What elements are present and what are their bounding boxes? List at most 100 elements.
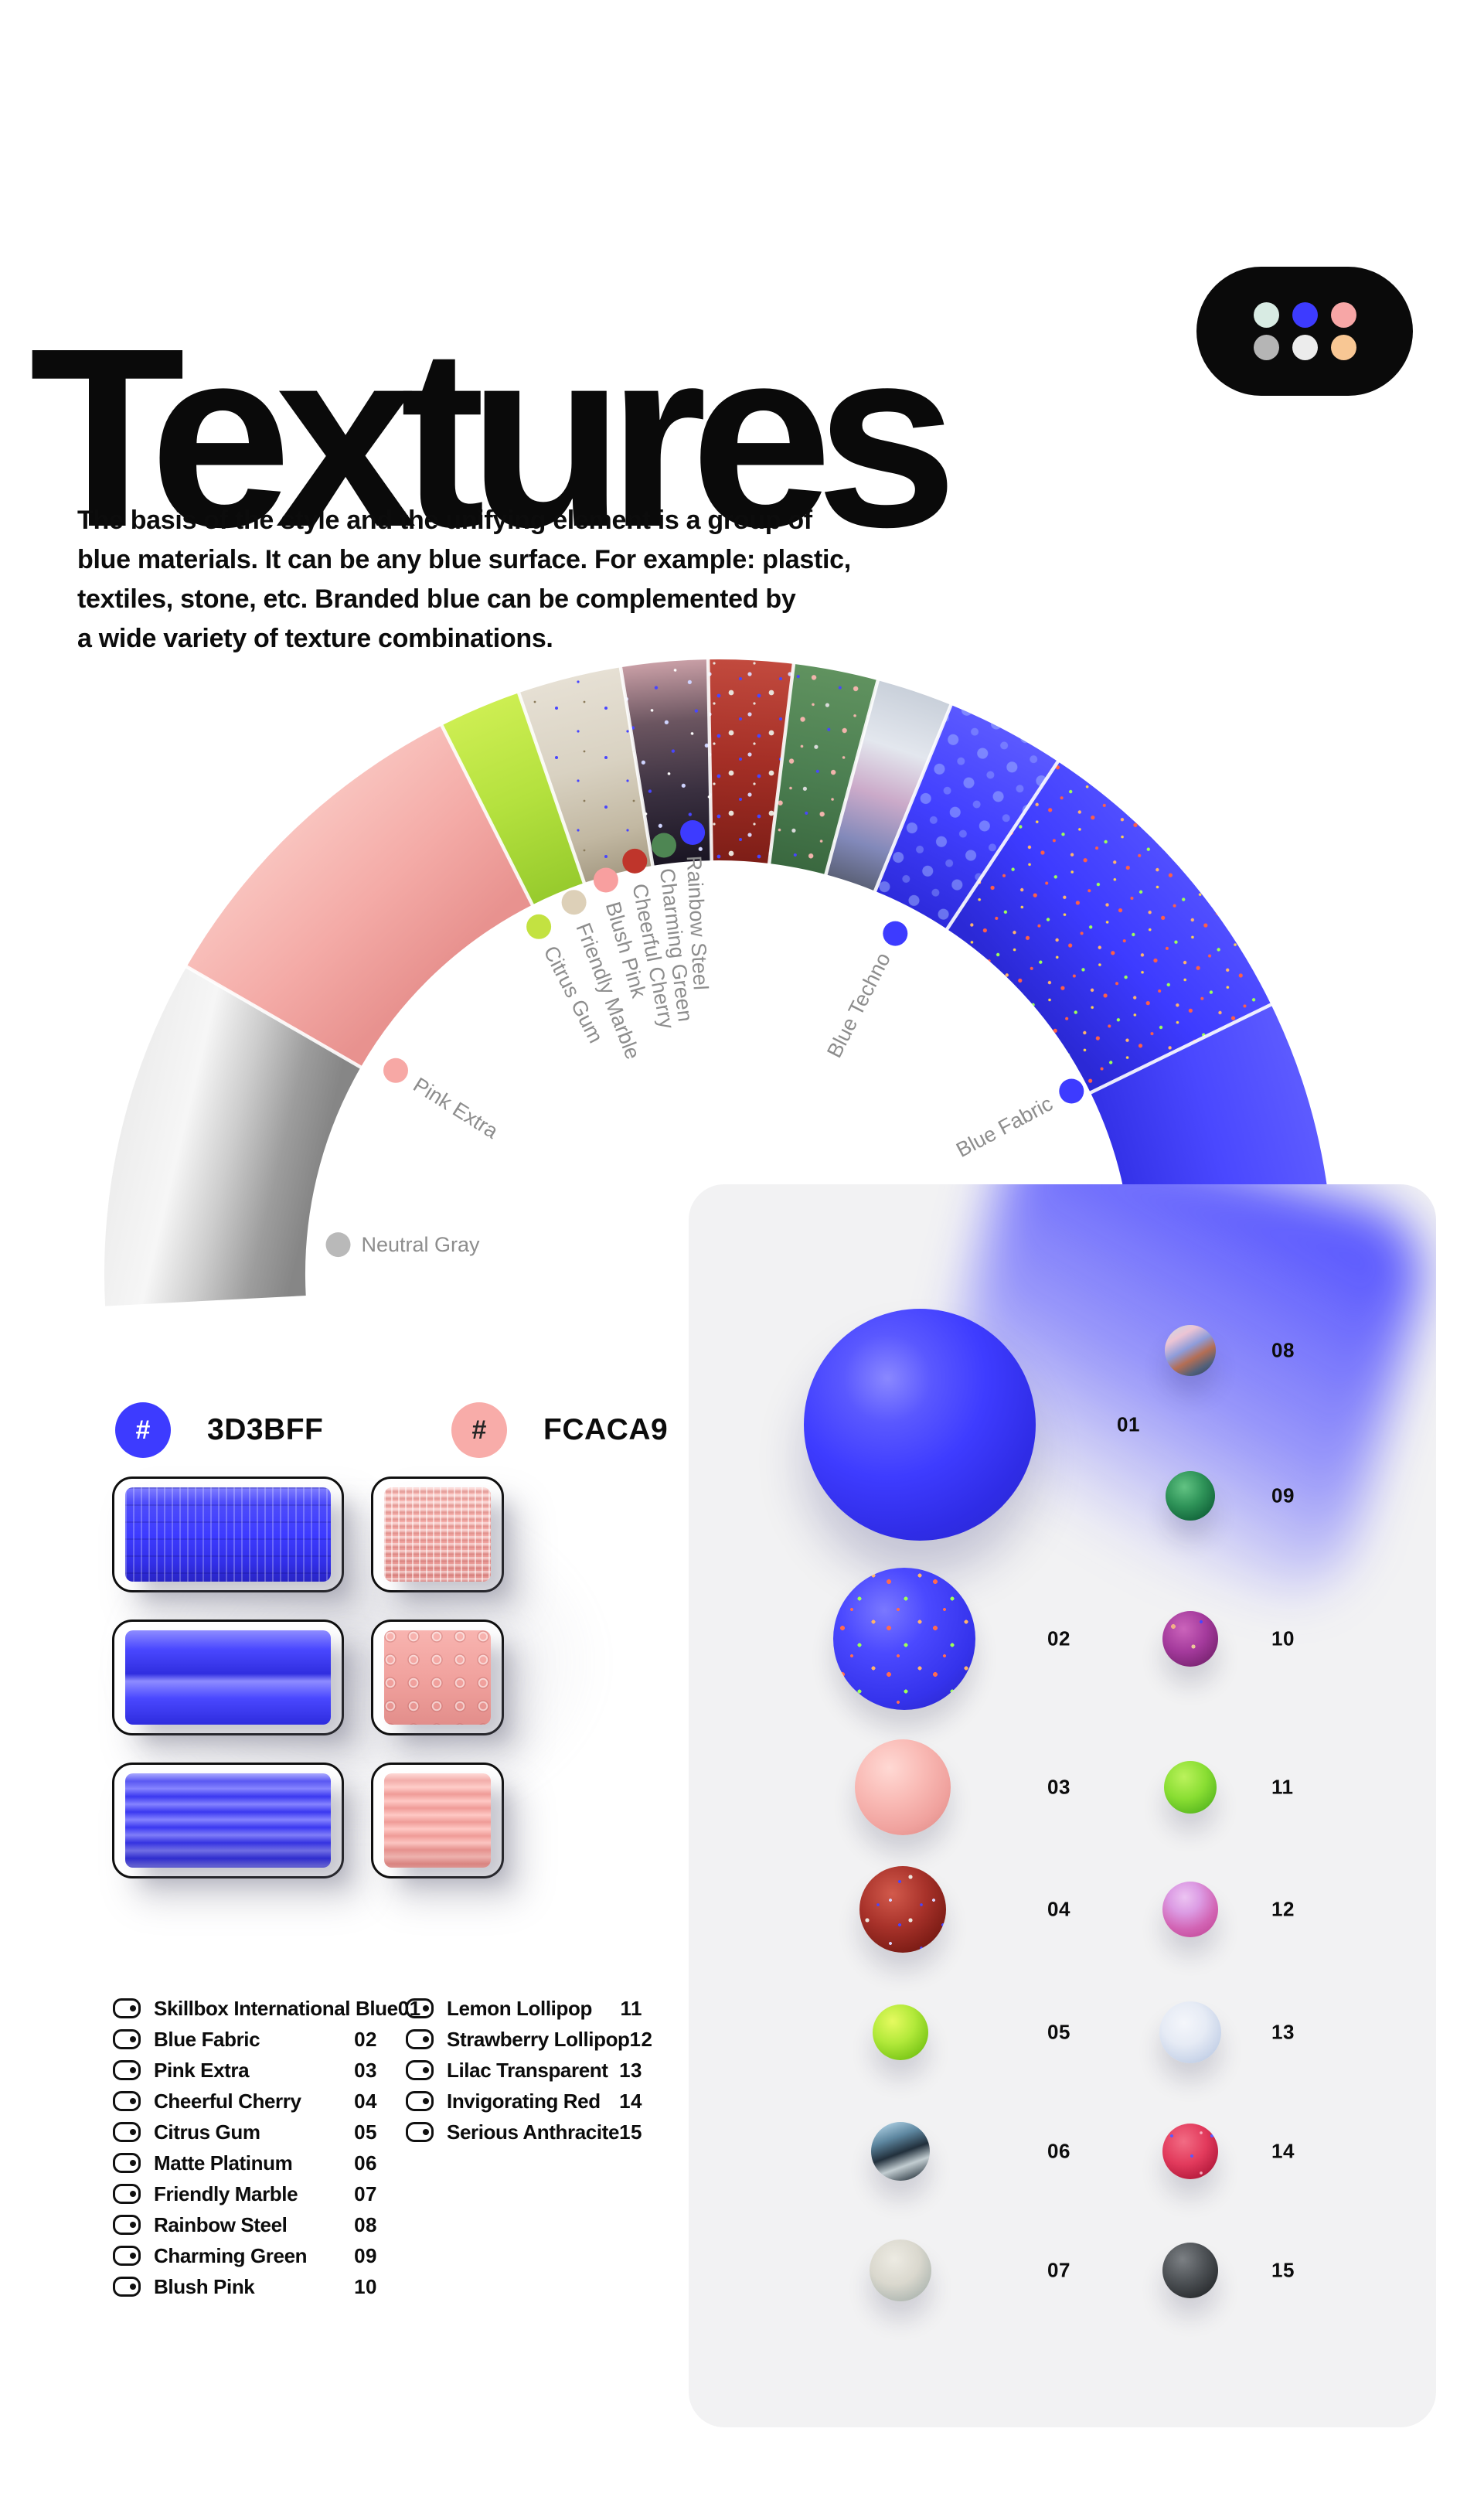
material-number: 09 — [354, 2243, 377, 2267]
material-sphere-09 — [1166, 1471, 1215, 1521]
arc-segment-citrus-gum — [441, 693, 584, 905]
material-list-item-04: Cheerful Cherry 04 — [113, 2086, 377, 2117]
material-list-item-06: Matte Platinum 06 — [113, 2147, 377, 2178]
material-list-item-02: Blue Fabric 02 — [113, 2024, 377, 2055]
logo-dot-3 — [1330, 302, 1356, 328]
arc-seam — [439, 723, 535, 908]
arc-label-dot-citrus-gum — [526, 914, 552, 939]
arc-label-charming-green: Charming Green — [655, 867, 697, 1023]
material-toggle-icon — [113, 2277, 141, 2297]
material-sphere-14 — [1162, 2124, 1218, 2179]
material-sphere-13 — [1159, 2001, 1221, 2063]
material-name: Strawberry Lollipop — [447, 2027, 630, 2051]
material-name: Citrus Gum — [154, 2120, 260, 2144]
arc-segment-texture-cheerful-cherry — [708, 659, 794, 863]
texture-tile-blue-waves — [112, 1763, 344, 1878]
material-sphere-15 — [1162, 2243, 1218, 2298]
arc-label-dot-cheerful-cherry — [622, 848, 648, 874]
swatch-blue-hex: 3D3BFF — [207, 1413, 324, 1446]
material-toggle-icon — [113, 2184, 141, 2204]
material-number: 15 — [619, 2120, 642, 2144]
arc-label-blush-pink: Blush Pink — [601, 899, 651, 1000]
texture-tile-pink-waffle — [371, 1476, 504, 1592]
hash-icon: # — [115, 1402, 171, 1458]
material-name: Pink Extra — [154, 2058, 250, 2082]
material-number: 11 — [620, 1996, 642, 2020]
material-list-item-03: Pink Extra 03 — [113, 2055, 377, 2086]
arc-seam — [516, 690, 587, 885]
logo-dot-4 — [1253, 335, 1279, 360]
material-sphere-number-02: 02 — [1047, 1626, 1070, 1650]
material-sphere-08 — [1165, 1325, 1216, 1376]
material-toggle-dot — [423, 2005, 429, 2011]
material-sphere-03 — [855, 1739, 951, 1835]
arc-segment-texture-charming-green — [769, 663, 878, 875]
material-sphere-11 — [1164, 1761, 1217, 1814]
material-sphere-01 — [804, 1309, 1036, 1541]
arc-segment-rainbow-steel — [825, 680, 951, 891]
material-sphere-12 — [1162, 1882, 1218, 1937]
material-name: Serious Anthracite — [447, 2120, 620, 2144]
material-sphere-number-14: 14 — [1271, 2139, 1295, 2163]
material-sphere-05 — [873, 2004, 928, 2060]
material-list-item-01: Skillbox International Blue 01 — [113, 1993, 420, 2024]
arc-label-dot-blue-techno — [883, 921, 908, 946]
material-list-item-12: Strawberry Lollipop 12 — [406, 2024, 652, 2055]
material-list-item-10: Blush Pink 10 — [113, 2271, 377, 2302]
arc-label-dot-pink-extra — [383, 1058, 408, 1083]
arc-seam — [823, 678, 880, 877]
arc-label-blue-fabric: Blue Fabric — [952, 1092, 1057, 1162]
material-toggle-dot — [423, 2129, 429, 2135]
arc-segment-blue-techno — [875, 704, 1058, 929]
material-number: 06 — [354, 2151, 377, 2175]
material-sphere-number-10: 10 — [1271, 1626, 1295, 1650]
materials-list-column-1: Skillbox International Blue 01 Blue Fabric… — [113, 1993, 420, 2302]
texture-sample-pink-waffle — [384, 1487, 491, 1582]
material-number: 02 — [354, 2027, 377, 2051]
texture-sample-blue-waves — [125, 1773, 331, 1868]
arc-segment-neutral-gray — [104, 966, 361, 1306]
arc-label-pink-extra: Pink Extra — [409, 1073, 502, 1143]
material-toggle-icon — [113, 2060, 141, 2080]
arc-seam — [945, 759, 1060, 932]
arc-label-blue-techno: Blue Techno — [822, 949, 895, 1062]
material-list-item-05: Citrus Gum 05 — [113, 2117, 377, 2147]
material-number: 05 — [354, 2120, 377, 2144]
material-number: 14 — [619, 2089, 642, 2113]
arc-label-friendly-marble: Friendly Marble — [571, 920, 645, 1062]
logo-dot-6 — [1330, 335, 1356, 360]
material-toggle-dot — [130, 2098, 136, 2104]
texture-sample-blue-ribbed — [125, 1487, 331, 1582]
material-name: Invigorating Red — [447, 2089, 601, 2113]
material-sphere-number-11: 11 — [1271, 1775, 1294, 1799]
material-toggle-dot — [130, 2036, 136, 2042]
material-number: 10 — [354, 2274, 377, 2298]
material-number: 04 — [354, 2089, 377, 2113]
material-name: Skillbox International Blue — [154, 1996, 398, 2020]
material-toggle-dot — [423, 2098, 429, 2104]
texture-sample-pink-ridges — [384, 1773, 491, 1868]
material-sphere-number-09: 09 — [1271, 1483, 1295, 1507]
material-sphere-number-15: 15 — [1271, 2258, 1295, 2282]
logo-dots-grid — [1253, 302, 1356, 360]
arc-seam — [873, 703, 954, 894]
material-toggle-dot — [130, 2129, 136, 2135]
material-toggle-dot — [130, 2005, 136, 2011]
arc-segment-blue-fabric — [947, 761, 1271, 1093]
material-list-item-07: Friendly Marble 07 — [113, 2178, 377, 2209]
material-list-item-09: Charming Green 09 — [113, 2240, 377, 2271]
material-toggle-icon — [113, 2153, 141, 2173]
arc-segment-texture-blue-fabric — [947, 761, 1271, 1093]
texture-tile-blue-tubes — [112, 1620, 344, 1735]
arc-label-rainbow-steel: Rainbow Steel — [682, 855, 713, 990]
hash-icon: # — [451, 1402, 507, 1458]
material-sphere-number-05: 05 — [1047, 2020, 1070, 2044]
material-toggle-dot — [130, 2284, 136, 2290]
page-title: Textures — [29, 295, 958, 581]
material-sphere-10 — [1162, 1611, 1218, 1667]
material-sphere-02 — [833, 1568, 975, 1710]
material-toggle-dot — [130, 2253, 136, 2259]
texture-tile-pink-dots — [371, 1620, 504, 1735]
material-toggle-dot — [130, 2191, 136, 2197]
material-sphere-number-07: 07 — [1047, 2258, 1070, 2282]
